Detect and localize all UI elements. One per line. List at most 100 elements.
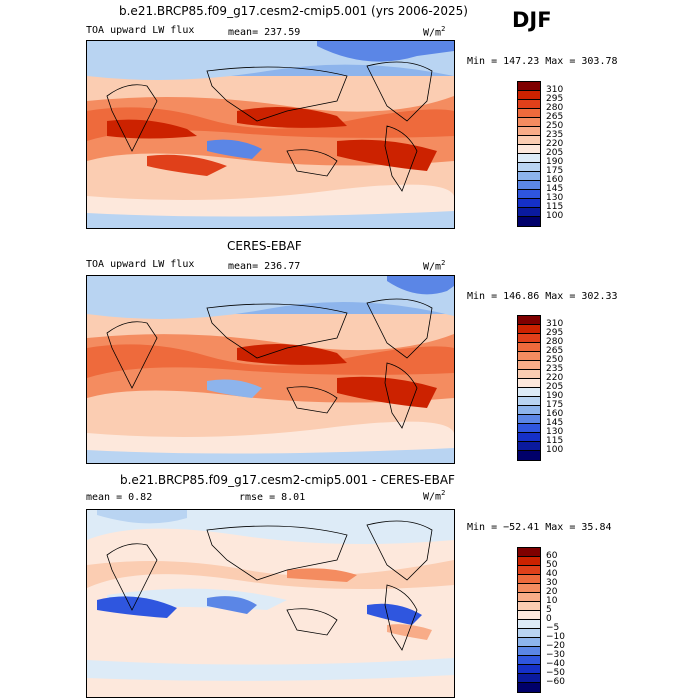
panel3-colorbar-swatches	[517, 547, 541, 693]
colorbar-tick-label: 310	[546, 319, 564, 329]
panel1-title: b.e21.BRCP85.f09_g17.cesm2-cmip5.001 (yr…	[119, 4, 468, 18]
colorbar-swatch	[518, 361, 540, 370]
colorbar-tick-label: 160	[546, 175, 564, 185]
colorbar-swatch	[518, 370, 540, 379]
colorbar-swatch	[518, 388, 540, 397]
colorbar-swatch	[518, 629, 540, 638]
colorbar-swatch	[518, 548, 540, 557]
panel1-colorbar-labels: 310 295 280 265 250 235 220 205 190 175 160 145 130 1…	[546, 81, 586, 226]
colorbar-tick-label: −50	[546, 668, 565, 678]
colorbar-tick-label: 235	[546, 130, 564, 140]
colorbar-swatch	[518, 199, 540, 208]
colorbar-tick-label: −40	[546, 659, 565, 669]
colorbar-swatch	[518, 566, 540, 575]
colorbar-swatch	[518, 145, 540, 154]
colorbar-tick-label: 130	[546, 193, 564, 203]
panel2-minmax: Min = 146.86 Max = 302.33	[467, 291, 618, 302]
colorbar-swatch	[518, 593, 540, 602]
panel2-title: CERES-EBAF	[227, 239, 302, 253]
colorbar-swatch	[518, 406, 540, 415]
colorbar-swatch	[518, 109, 540, 118]
colorbar-tick-label: 145	[546, 184, 564, 194]
colorbar-swatch	[518, 557, 540, 566]
colorbar-tick-label: 0	[546, 614, 552, 624]
colorbar-swatch	[518, 136, 540, 145]
colorbar-tick-label: 295	[546, 328, 564, 338]
colorbar-tick-label: 295	[546, 94, 564, 104]
colorbar-swatch	[518, 190, 540, 199]
colorbar-swatch	[518, 352, 540, 361]
colorbar-swatch	[518, 415, 540, 424]
panel3-map-svg	[87, 510, 454, 697]
panel1-colorbar	[517, 81, 541, 227]
panel1-map-svg	[87, 41, 454, 228]
colorbar-swatch	[518, 424, 540, 433]
panel3-colorbar-labels: 60 50 40 30 20 10 5 0 −5 −10 −20 −30 −40 −50 −60	[546, 547, 586, 692]
colorbar-swatch	[518, 647, 540, 656]
panel2-mean-label: mean= 236.77	[228, 261, 301, 272]
colorbar-tick-label: 10	[546, 596, 558, 606]
colorbar-tick-label: 30	[546, 578, 558, 588]
panel2-colorbar	[517, 315, 541, 461]
colorbar-swatch	[518, 575, 540, 584]
colorbar-swatch	[518, 656, 540, 665]
colorbar-swatch	[518, 602, 540, 611]
colorbar-tick-label: 235	[546, 364, 564, 374]
colorbar-tick-label: 130	[546, 427, 564, 437]
colorbar-swatch	[518, 181, 540, 190]
colorbar-tick-label: 310	[546, 85, 564, 95]
colorbar-swatch	[518, 154, 540, 163]
colorbar-swatch	[518, 397, 540, 406]
colorbar-swatch	[518, 217, 540, 226]
colorbar-tick-label: −60	[546, 677, 565, 687]
colorbar-swatch	[518, 127, 540, 136]
colorbar-swatch	[518, 172, 540, 181]
colorbar-swatch	[518, 163, 540, 172]
colorbar-swatch	[518, 584, 540, 593]
colorbar-tick-label: 265	[546, 112, 564, 122]
colorbar-tick-label: 40	[546, 569, 558, 579]
panel1-mean-label: mean= 237.59	[228, 27, 301, 38]
colorbar-tick-label: 160	[546, 409, 564, 419]
colorbar-swatch	[518, 91, 540, 100]
panel2-map	[86, 275, 455, 464]
colorbar-swatch	[518, 379, 540, 388]
colorbar-swatch	[518, 82, 540, 91]
panel3-colorbar	[517, 547, 541, 693]
panel2-map-svg	[87, 276, 454, 463]
panel1-minmax: Min = 147.23 Max = 303.78	[467, 56, 618, 67]
colorbar-tick-label: 250	[546, 355, 564, 365]
colorbar-tick-label: −10	[546, 632, 565, 642]
colorbar-tick-label: 220	[546, 139, 564, 149]
panel3-minmax: Min = −52.41 Max = 35.84	[467, 522, 612, 533]
colorbar-swatch	[518, 674, 540, 683]
panel2-colorbar-swatches	[517, 315, 541, 461]
colorbar-swatch	[518, 620, 540, 629]
colorbar-tick-label: 280	[546, 103, 564, 113]
colorbar-swatch	[518, 611, 540, 620]
panel2-colorbar-labels: 310 295 280 265 250 235 220 205 190 175 160 145 130 1…	[546, 315, 586, 460]
panel3-units: W/m2	[423, 489, 446, 503]
colorbar-tick-label: 175	[546, 400, 564, 410]
colorbar-tick-label: 115	[546, 202, 564, 212]
colorbar-tick-label: 190	[546, 391, 564, 401]
colorbar-swatch	[518, 118, 540, 127]
colorbar-tick-label: −5	[546, 623, 560, 633]
colorbar-swatch	[518, 451, 540, 460]
colorbar-tick-label: 115	[546, 436, 564, 446]
panel2-units: W/m2	[423, 259, 446, 273]
panel1-map	[86, 40, 455, 229]
colorbar-tick-label: 265	[546, 346, 564, 356]
colorbar-tick-label: 175	[546, 166, 564, 176]
panel3-mean-label: mean = 0.82	[86, 492, 153, 503]
colorbar-swatch	[518, 316, 540, 325]
colorbar-swatch	[518, 638, 540, 647]
colorbar-tick-label: 60	[546, 551, 558, 561]
colorbar-tick-label: 20	[546, 587, 558, 597]
colorbar-tick-label: 205	[546, 382, 564, 392]
colorbar-swatch	[518, 665, 540, 674]
colorbar-swatch	[518, 334, 540, 343]
colorbar-swatch	[518, 442, 540, 451]
colorbar-tick-label: −30	[546, 650, 565, 660]
colorbar-tick-label: 280	[546, 337, 564, 347]
